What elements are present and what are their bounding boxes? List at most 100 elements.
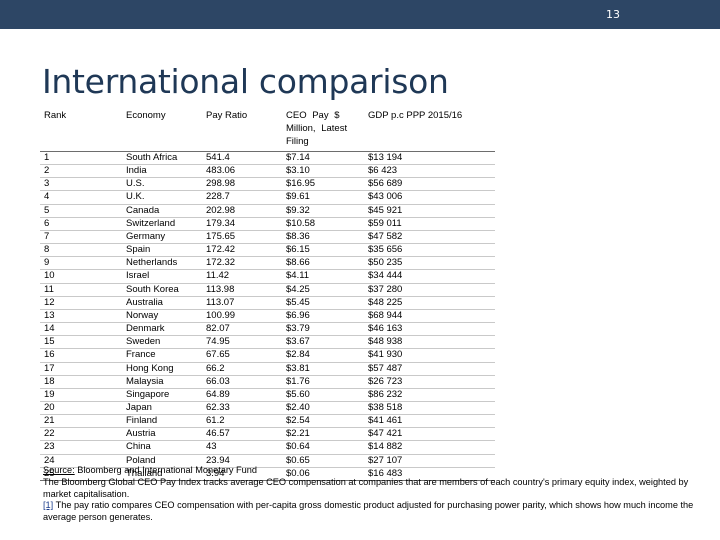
cell-economy: South Africa [126,152,178,163]
cell-pay-ratio: 172.42 [206,244,236,256]
table-row: 16 France 67.65 $2.84 $41 930 [40,349,495,362]
cell-gdp: $43 006 [368,191,403,203]
cell-pay-ratio: 61.2 [206,415,225,427]
cell-rank: 22 [44,428,55,440]
cell-gdp: $46 163 [368,323,403,335]
cell-ceo-pay: $5.60 [286,388,310,400]
table-row: 8 Spain 172.42 $6.15 $35 656 [40,244,495,257]
cell-gdp: $48 938 [368,336,403,348]
cell-gdp: $37 280 [368,283,403,295]
cell-economy: France [126,349,156,361]
table-row: 11 South Korea 113.98 $4.25 $37 280 [40,283,495,297]
table-row: 2 India 483.06 $3.10 $6 423 [40,165,495,178]
cell-ceo-pay: $10.58 [286,217,316,229]
cell-gdp: $47 582 [368,230,403,242]
cell-ceo-pay: $2.40 [286,401,310,413]
cell-rank: 11 [44,283,54,295]
cell-economy: Japan [126,401,152,413]
cell-pay-ratio: 228.7 [206,191,230,203]
cell-pay-ratio: 541.4 [206,152,230,163]
table-row: 17 Hong Kong 66.2 $3.81 $57 487 [40,362,495,376]
header-gdp: GDP p.c PPP 2015/16 [368,110,463,121]
cell-ceo-pay: $4.25 [286,283,310,295]
cell-gdp: $38 518 [368,401,403,413]
page-number: 13 [606,8,620,21]
cell-rank: 20 [44,401,55,413]
cell-gdp: $14 882 [368,441,403,453]
cell-ceo-pay: $2.21 [286,428,310,440]
cell-pay-ratio: 11.42 [206,270,230,282]
footnote-source-line: Source: Bloomberg and International Mone… [43,465,713,477]
cell-pay-ratio: 483.06 [206,165,236,177]
cell-ceo-pay: $0.06 [286,467,310,479]
cell-gdp: $45 921 [368,204,403,216]
cell-rank: 18 [44,375,55,387]
cell-ceo-pay: $3.10 [286,165,310,177]
footnote-ratio-text: The pay ratio compares CEO compensation … [43,500,694,523]
table-row: 4 U.K. 228.7 $9.61 $43 006 [40,191,495,205]
cell-rank: 4 [44,191,50,203]
table-row: 13 Norway 100.99 $6.96 $68 944 [40,309,495,323]
cell-economy: Thailand [126,467,163,479]
cell-rank: 24 [44,454,55,466]
table-row: 22 Austria 46.57 $2.21 $47 421 [40,428,495,441]
page-title: International comparison [42,62,449,101]
cell-gdp: $6 423 [368,165,398,177]
comparison-table-container: Rank Economy Pay Ratio CEO Pay $ Million… [40,108,495,481]
cell-ceo-pay: $1.76 [286,375,310,387]
cell-ceo-pay: $0.64 [286,441,310,453]
cell-pay-ratio: 298.98 [206,178,236,190]
cell-gdp: $41 930 [368,349,403,361]
cell-economy: Denmark [126,323,165,335]
table-header-row: Rank Economy Pay Ratio CEO Pay $ Million… [40,108,495,152]
table-row: 5 Canada 202.98 $9.32 $45 921 [40,204,495,218]
table-row: 1 South Africa 541.4 $7.14 $13 194 [40,152,495,165]
table-row: 12 Australia 113.07 $5.45 $48 225 [40,296,495,310]
cell-gdp: $47 421 [368,428,403,440]
cell-economy: Spain [126,244,151,256]
cell-ceo-pay: $6.15 [286,244,310,256]
cell-pay-ratio: 74.95 [206,336,230,348]
cell-rank: 10 [44,270,55,282]
cell-economy: Germany [126,230,166,242]
cell-ceo-pay: $8.66 [286,257,310,269]
cell-rank: 25 [44,467,55,479]
footnote: Source: Bloomberg and International Mone… [43,465,713,524]
cell-ceo-pay: $8.36 [286,230,310,242]
cell-economy: Norway [126,309,159,321]
cell-economy: Poland [126,454,156,466]
cell-ceo-pay: $3.81 [286,362,310,374]
cell-economy: Netherlands [126,257,178,269]
cell-economy: Malaysia [126,375,164,387]
header-ceo-pay: CEO Pay $ Million, Latest Filing [286,110,348,147]
table-row: 19 Singapore 64.89 $5.60 $86 232 [40,388,495,402]
cell-pay-ratio: 62.33 [206,401,230,413]
cell-rank: 3 [44,178,50,190]
footnote-index-description: The Bloomberg Global CEO Pay Index track… [43,476,689,499]
cell-gdp: $57 487 [368,362,403,374]
cell-gdp: $86 232 [368,388,403,400]
cell-pay-ratio: 82.07 [206,323,230,335]
cell-rank: 13 [44,309,55,321]
cell-economy: Switzerland [126,217,176,229]
cell-economy: Israel [126,270,150,282]
cell-ceo-pay: $5.45 [286,296,310,308]
table-row: 25 Thailand 3.94 $0.06 $16 483 [40,467,495,481]
table-row: 20 Japan 62.33 $2.40 $38 518 [40,401,495,415]
cell-ceo-pay: $9.61 [286,191,310,203]
cell-pay-ratio: 100.99 [206,309,236,321]
cell-gdp: $34 444 [368,270,403,282]
cell-pay-ratio: 202.98 [206,204,236,216]
cell-economy: Australia [126,296,163,308]
cell-ceo-pay: $0.65 [286,454,310,466]
cell-economy: Sweden [126,336,161,348]
cell-economy: Hong Kong [126,362,174,374]
table-row: 23 China 43 $0.64 $14 882 [40,441,495,455]
cell-pay-ratio: 172.32 [206,257,236,269]
cell-pay-ratio: 43 [206,441,217,453]
cell-gdp: $41 461 [368,415,403,427]
table-row: 21 Finland 61.2 $2.54 $41 461 [40,415,495,428]
footnote-reference-link[interactable]: [1] [43,500,54,511]
cell-ceo-pay: $2.84 [286,349,310,361]
cell-pay-ratio: 66.2 [206,362,225,374]
